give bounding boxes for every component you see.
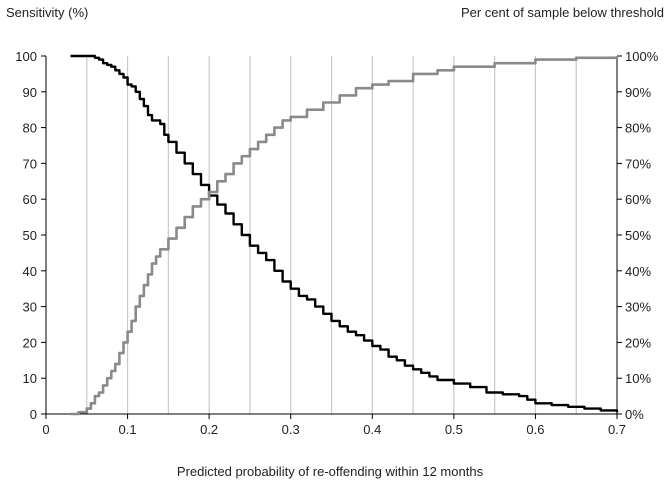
y-axis-right-label: Per cent of sample below threshold: [461, 5, 664, 20]
x-tick-label: 0.7: [608, 422, 626, 437]
y-left-tick-label: 40: [23, 264, 37, 279]
y-right-tick-label: 10%: [625, 371, 651, 386]
y-left-tick-label: 80: [23, 121, 37, 136]
y-right-tick-label: 60%: [625, 192, 651, 207]
y-left-tick-label: 0: [30, 407, 37, 422]
y-right-tick-label: 90%: [625, 85, 651, 100]
x-tick-label: 0.4: [363, 422, 381, 437]
x-tick-label: 0.2: [200, 422, 218, 437]
y-axis-left-label: Sensitivity (%): [6, 5, 88, 20]
series-group: [70, 54, 619, 416]
series-line-sample-below-threshold: [70, 56, 619, 416]
y-left-tick-label: 20: [23, 335, 37, 350]
y-right-tick-label: 20%: [625, 335, 651, 350]
y-right-tick-label: 70%: [625, 156, 651, 171]
y-left-tick-label: 10: [23, 371, 37, 386]
y-left-tick-label: 100: [15, 49, 37, 64]
x-axis-label: Predicted probability of re-offending wi…: [177, 464, 484, 479]
x-tick-label: 0.5: [445, 422, 463, 437]
x-tick-label: 0.3: [282, 422, 300, 437]
y-right-tick-label: 30%: [625, 300, 651, 315]
x-tick-label: 0.1: [119, 422, 137, 437]
y-left-tick-label: 50: [23, 228, 37, 243]
y-right-tick-label: 0%: [625, 407, 644, 422]
y-left-tick-label: 90: [23, 85, 37, 100]
x-tick-label: 0: [42, 422, 49, 437]
x-tick-label: 0.6: [526, 422, 544, 437]
series-line-sensitivity: [70, 54, 619, 413]
y-left-tick-label: 60: [23, 192, 37, 207]
y-right-tick-label: 50%: [625, 228, 651, 243]
axes: [41, 55, 622, 419]
y-right-tick-label: 80%: [625, 121, 651, 136]
y-left-tick-label: 70: [23, 156, 37, 171]
y-right-tick-label: 100%: [625, 49, 659, 64]
vertical-gridlines: [86, 56, 577, 414]
y-left-tick-label: 30: [23, 300, 37, 315]
tick-labels: 0 0.1 0.2 0.3 0.4 0.5 0.6 0.7 0 10 20 30 40 50 60 70 80 9…: [15, 49, 658, 437]
y-right-tick-label: 40%: [625, 264, 651, 279]
